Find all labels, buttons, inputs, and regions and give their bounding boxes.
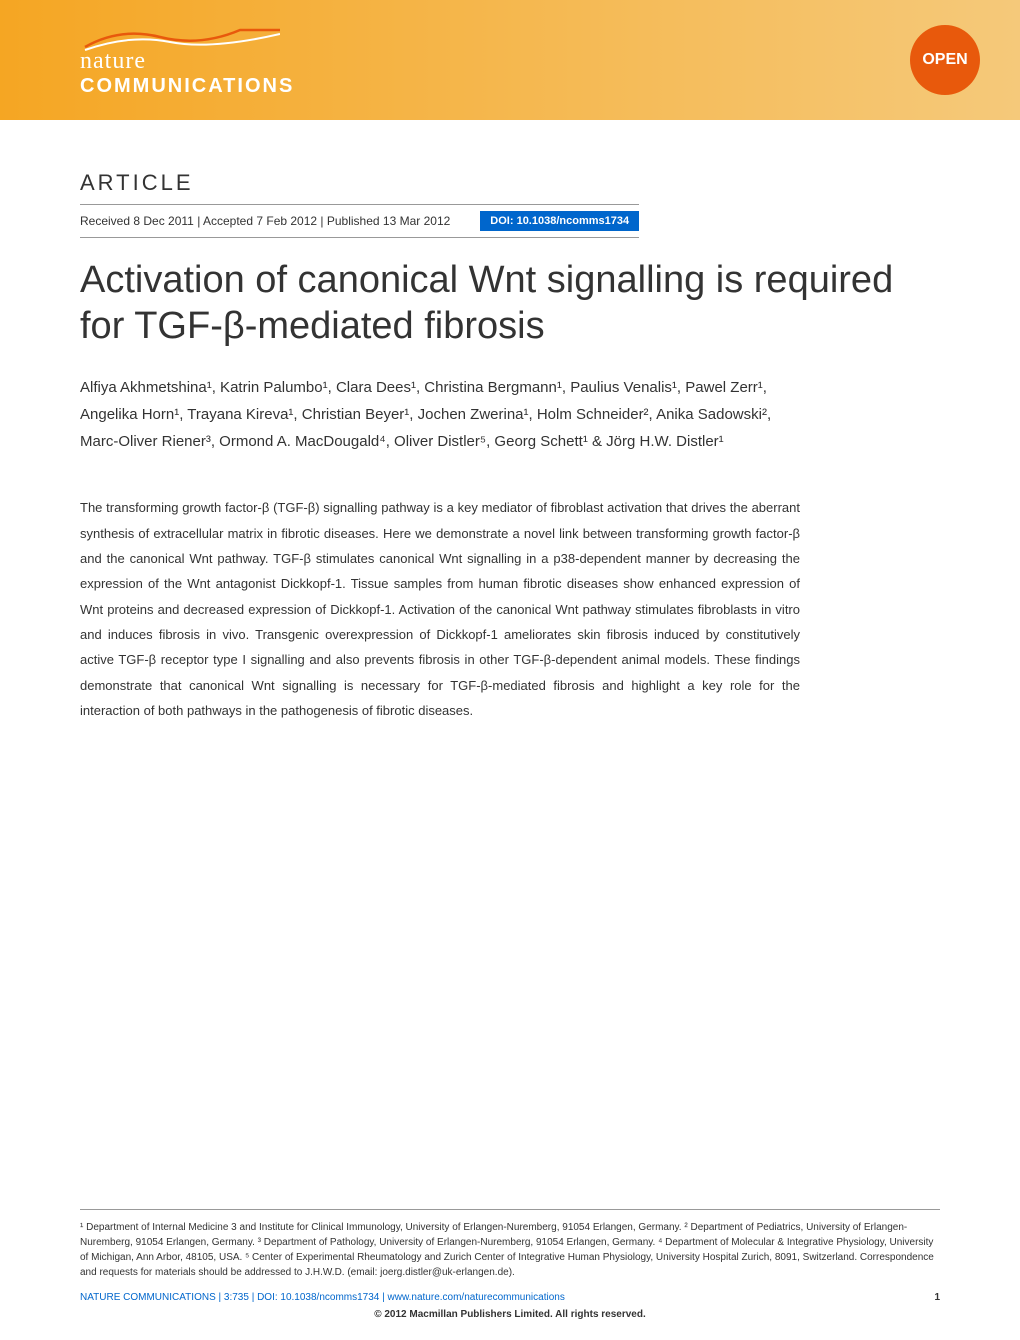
- author-list: Alfiya Akhmetshina¹, Katrin Palumbo¹, Cl…: [80, 374, 940, 455]
- published-date: Published 13 Mar 2012: [327, 214, 450, 228]
- article-content: ARTICLE Received 8 Dec 2011 | Accepted 7…: [0, 120, 1020, 723]
- authors-line-3: Marc-Oliver Riener³, Ormond A. MacDougal…: [80, 428, 940, 455]
- abstract-text: The transforming growth factor-β (TGF-β)…: [80, 495, 800, 723]
- publication-dates-row: Received 8 Dec 2011 | Accepted 7 Feb 201…: [80, 204, 639, 238]
- page-number: 1: [934, 1292, 940, 1303]
- page-footer: NATURE COMMUNICATIONS | 3:735 | DOI: 10.…: [80, 1292, 940, 1320]
- article-type-label: ARTICLE: [80, 170, 940, 196]
- journal-logo: nature COMMUNICATIONS: [80, 22, 294, 98]
- doi-badge: DOI: 10.1038/ncomms1734: [480, 211, 639, 231]
- open-access-badge: OPEN: [910, 25, 980, 95]
- received-date: Received 8 Dec 2011: [80, 214, 194, 228]
- article-title: Activation of canonical Wnt signalling i…: [80, 258, 940, 349]
- authors-line-2: Angelika Horn¹, Trayana Kireva¹, Christi…: [80, 401, 940, 428]
- logo-nature-text: nature: [80, 48, 294, 75]
- accepted-date: Accepted 7 Feb 2012: [203, 214, 317, 228]
- authors-line-1: Alfiya Akhmetshina¹, Katrin Palumbo¹, Cl…: [80, 374, 940, 401]
- open-badge-label: OPEN: [922, 51, 967, 69]
- author-affiliations: ¹ Department of Internal Medicine 3 and …: [80, 1209, 940, 1280]
- footer-citation: NATURE COMMUNICATIONS | 3:735 | DOI: 10.…: [80, 1292, 565, 1303]
- logo-swoosh-icon: [80, 22, 280, 52]
- logo-communications-text: COMMUNICATIONS: [80, 75, 294, 98]
- dates-text: Received 8 Dec 2011 | Accepted 7 Feb 201…: [80, 214, 450, 228]
- copyright-text: © 2012 Macmillan Publishers Limited. All…: [80, 1309, 940, 1320]
- journal-header-bar: nature COMMUNICATIONS OPEN: [0, 0, 1020, 120]
- footer-citation-row: NATURE COMMUNICATIONS | 3:735 | DOI: 10.…: [80, 1292, 940, 1303]
